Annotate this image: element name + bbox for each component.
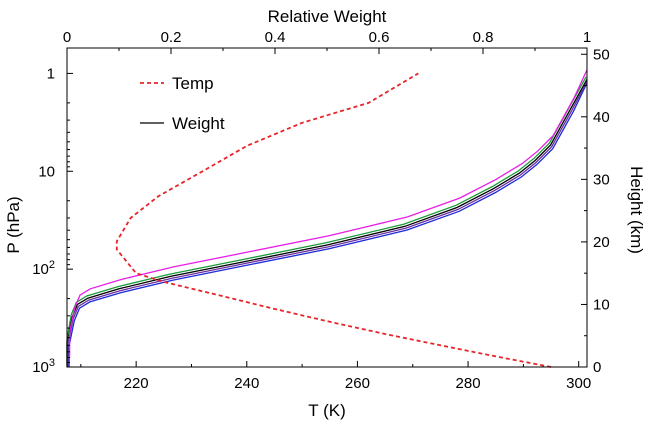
top-tick-label: 0 [63,29,71,46]
top-tick-label: 1 [583,29,591,46]
weight-function-line-4 [67,80,588,367]
right-tick-label: 0 [593,359,601,376]
temp-profile-line [115,72,552,368]
top-tick-label: 0.4 [265,29,286,46]
bottom-tick-label: 240 [234,375,259,392]
bottom-tick-label: 260 [345,375,370,392]
bottom-tick-label: 280 [456,375,481,392]
bottom-tick-label: 300 [566,375,591,392]
left-tick-label: 103 [32,357,55,376]
left-tick-label: 102 [32,259,55,278]
right-tick-label: 20 [593,234,610,251]
right-axis-title: Height (km) [627,166,646,254]
right-tick-label: 40 [593,109,610,126]
top-tick-label: 0.2 [161,29,182,46]
right-tick-label: 30 [593,171,610,188]
bottom-tick-label: 220 [124,375,149,392]
weight-function-line-2 [68,82,588,367]
top-tick-label: 0.6 [369,29,390,46]
right-tick-label: 50 [593,46,610,63]
weight-function-line-5 [68,69,588,358]
plot-lines [66,69,588,368]
legend: Temp Weight [140,74,225,133]
top-tick-label: 0.8 [473,29,494,46]
left-tick-label: 10 [38,163,55,180]
left-tick-label: 1 [47,65,55,82]
legend-label-weight: Weight [172,114,225,133]
bottom-axis-title: T (K) [308,401,345,420]
weight-function-line-1 [66,78,588,367]
left-axis-title: P (hPa) [4,196,23,253]
top-axis-title: Relative Weight [268,7,387,26]
right-tick-label: 10 [593,296,610,313]
legend-label-temp: Temp [172,74,214,93]
